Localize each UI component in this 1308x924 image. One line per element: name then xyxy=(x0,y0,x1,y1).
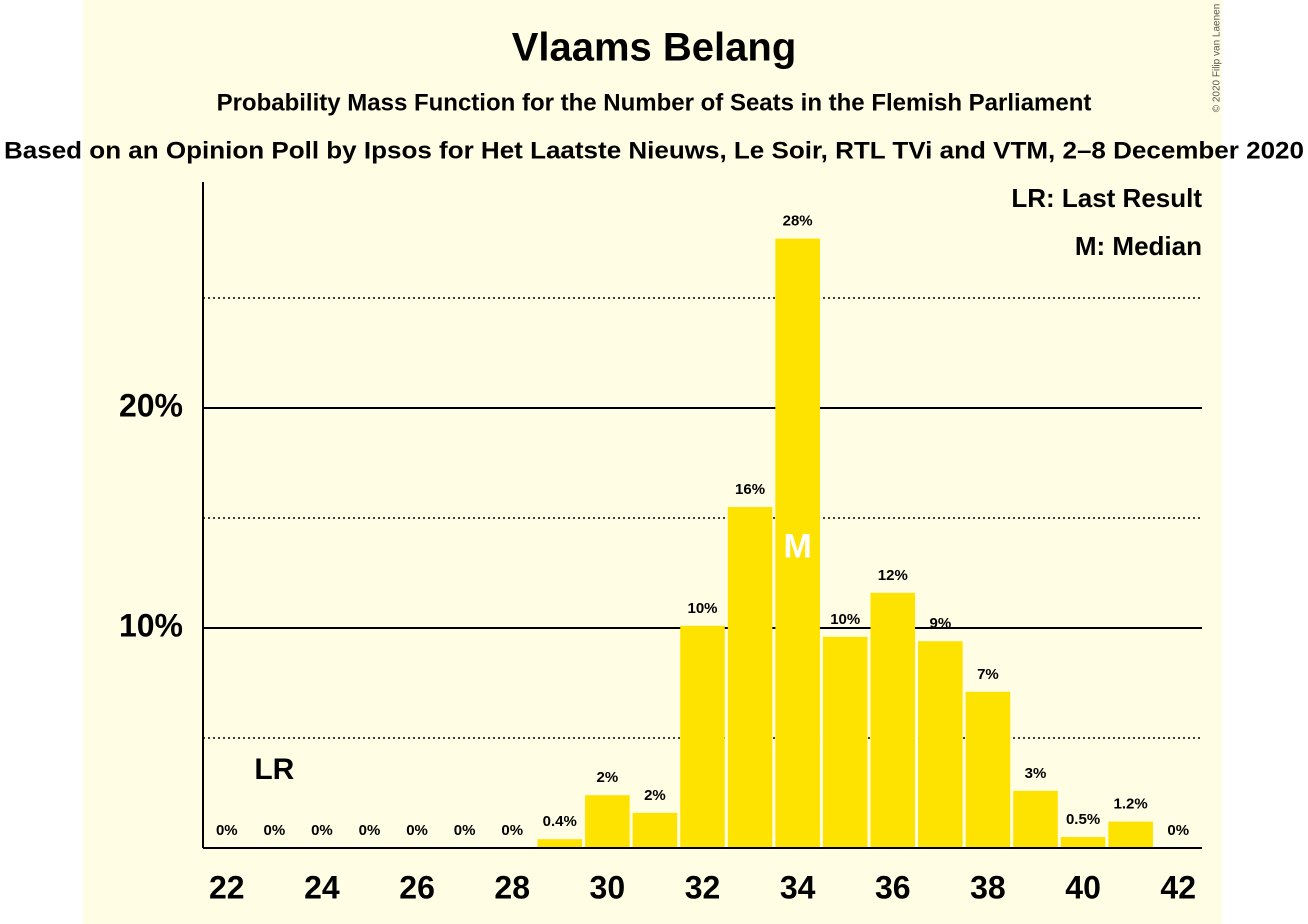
x-tick-label: 28 xyxy=(494,869,530,905)
y-tick-label: 20% xyxy=(119,387,183,423)
bar xyxy=(1013,790,1058,848)
value-label: 10% xyxy=(687,600,717,617)
legend-entry: M: Median xyxy=(1075,231,1202,261)
value-label: 12% xyxy=(878,567,908,584)
bar xyxy=(632,812,678,848)
x-tick-label: 22 xyxy=(209,869,245,905)
value-label: 2% xyxy=(644,787,666,804)
x-tick-label: 42 xyxy=(1160,869,1196,905)
x-tick-label: 26 xyxy=(399,869,435,905)
median-marker: M xyxy=(783,528,811,566)
x-tick-label: 38 xyxy=(970,869,1006,905)
bar xyxy=(822,636,868,848)
x-tick-label: 24 xyxy=(304,869,340,905)
bar xyxy=(1108,821,1153,848)
y-tick-label: 10% xyxy=(119,607,183,643)
bar xyxy=(727,507,773,848)
last-result-marker: LR xyxy=(254,753,294,786)
bar xyxy=(918,641,963,848)
bar xyxy=(965,691,1011,848)
value-label: 0% xyxy=(359,822,381,839)
value-label: 0.4% xyxy=(543,813,577,830)
subtitle: Probability Mass Function for the Number… xyxy=(217,89,1092,116)
chart-title: Vlaams Belang xyxy=(512,26,797,70)
value-label: 0% xyxy=(454,822,476,839)
value-label: 0% xyxy=(311,822,333,839)
x-tick-label: 30 xyxy=(590,869,626,905)
legend-entry: LR: Last Result xyxy=(1011,183,1202,213)
bar xyxy=(585,795,630,848)
x-tick-label: 34 xyxy=(780,869,816,905)
value-label: 2% xyxy=(597,769,619,786)
value-label: 0% xyxy=(406,822,428,839)
value-label: 1.2% xyxy=(1114,796,1148,813)
value-label: 0% xyxy=(501,822,523,839)
x-tick-label: 32 xyxy=(685,869,721,905)
value-label: 9% xyxy=(930,615,952,632)
background xyxy=(83,0,1222,924)
value-label: 0% xyxy=(216,822,238,839)
bar xyxy=(680,625,725,848)
value-label: 3% xyxy=(1025,765,1047,782)
value-label: 0.5% xyxy=(1066,811,1100,828)
bar xyxy=(1060,837,1106,848)
value-label: 0% xyxy=(1167,822,1189,839)
value-label: 0% xyxy=(264,822,286,839)
x-tick-label: 40 xyxy=(1065,869,1101,905)
value-label: 28% xyxy=(783,213,813,230)
value-label: 10% xyxy=(830,611,860,628)
value-label: 16% xyxy=(735,481,765,498)
credit: © 2020 Filip van Laenen xyxy=(1212,4,1223,113)
subtitle: Based on an Opinion Poll by Ipsos for He… xyxy=(4,137,1304,164)
value-label: 7% xyxy=(977,666,999,683)
x-tick-label: 36 xyxy=(875,869,911,905)
bar xyxy=(775,238,820,849)
bar xyxy=(537,839,583,848)
bar xyxy=(870,592,916,848)
